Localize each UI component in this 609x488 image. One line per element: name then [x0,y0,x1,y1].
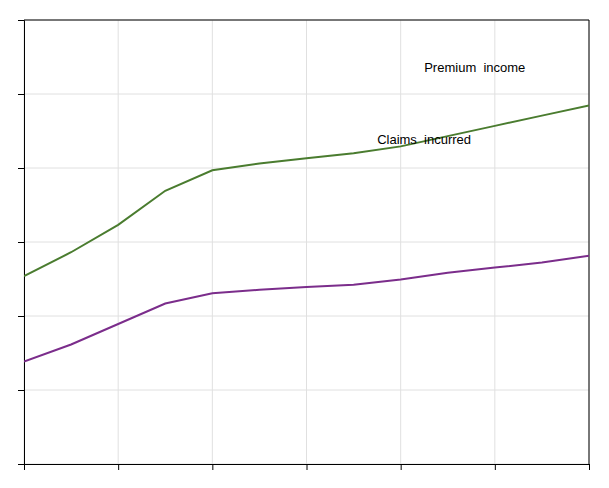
y-axis [18,21,25,465]
grid [24,20,589,464]
tick-mark [18,390,24,391]
tick-mark [18,94,24,95]
tick [18,94,24,95]
tick [495,464,496,470]
tick [18,464,24,465]
axis-line [25,465,590,471]
tick [589,464,590,470]
tick [18,390,24,391]
frame-top [24,20,589,21]
tick [401,464,402,470]
tick [18,316,24,317]
annotation: Premium income [424,60,525,75]
grid-line-y [24,390,589,391]
tick-mark [18,464,24,465]
grid-line-x [589,20,590,464]
grid-line-y [24,94,589,95]
tick-mark [18,316,24,317]
tick-mark [401,464,402,470]
tick-mark [18,20,24,21]
x-axis [25,464,590,470]
tick-mark [118,464,119,470]
tick [212,464,213,470]
lines [24,105,589,361]
annotations: Premium income Claims incurred [377,60,525,147]
grid-line-y [24,242,589,243]
chart: Premium income Claims incurred [0,0,609,488]
annotation: Claims incurred [377,132,471,147]
series-line [24,256,589,362]
plot-area: Premium income Claims incurred [18,20,590,470]
tick-mark [307,464,308,470]
series-line [24,105,589,276]
tick [118,464,119,470]
frame-right [589,20,590,464]
tick-mark [589,464,590,470]
tick-mark [18,168,24,169]
axis-line [18,21,25,465]
tick-mark [212,464,213,470]
grid-line-y [24,168,589,169]
tick-mark [18,242,24,243]
tick [18,242,24,243]
grid-line-y [24,316,589,317]
tick [307,464,308,470]
tick [18,168,24,169]
grid-line-y [24,20,589,21]
tick-mark [495,464,496,470]
tick [18,20,24,21]
